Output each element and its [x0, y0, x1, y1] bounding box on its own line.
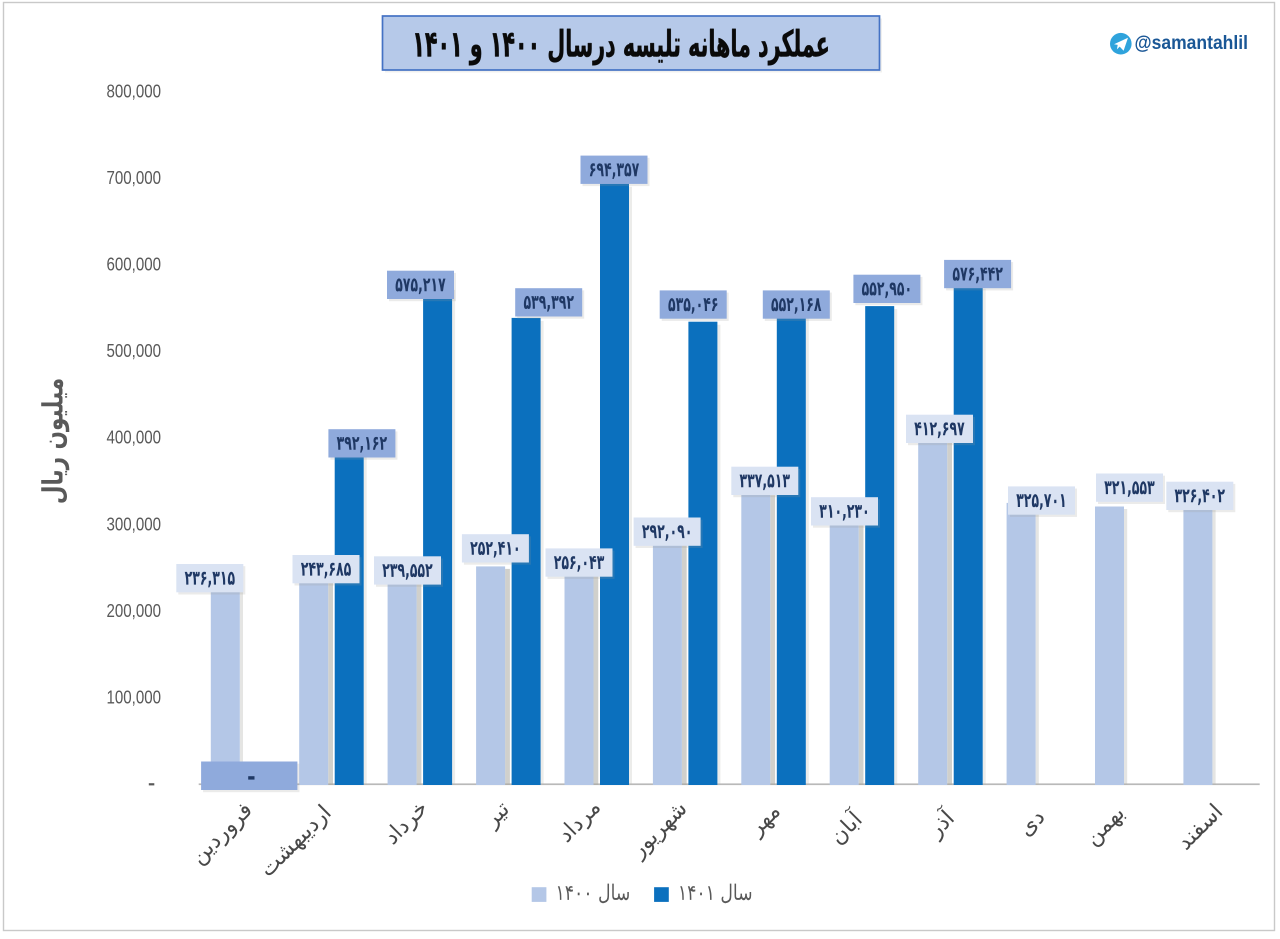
svg-text:600,000: 600,000 — [107, 254, 162, 275]
svg-text:400,000: 400,000 — [107, 427, 162, 448]
svg-text:500,000: 500,000 — [107, 340, 162, 361]
svg-text:700,000: 700,000 — [107, 167, 162, 188]
svg-text:200,000: 200,000 — [107, 600, 162, 621]
svg-text:100,000: 100,000 — [107, 687, 162, 708]
svg-text:800,000: 800,000 — [107, 80, 162, 101]
svg-text:300,000: 300,000 — [107, 513, 162, 534]
svg-text:@samantahlil: @samantahlil — [1135, 32, 1249, 54]
